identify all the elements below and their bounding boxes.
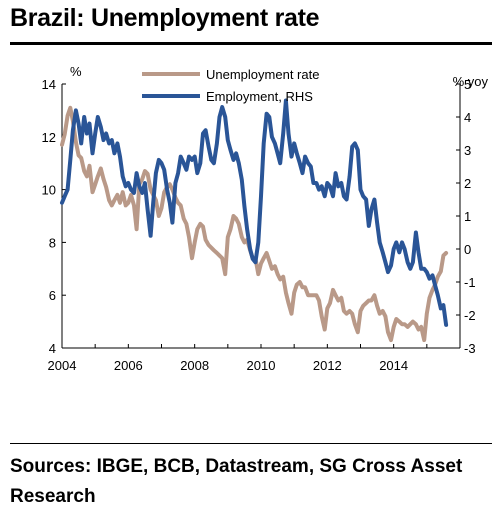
x-tick-label: 2006: [114, 358, 143, 373]
right-tick-label: 1: [464, 209, 471, 224]
right-tick-label: 5: [464, 77, 471, 92]
right-axis-unit: % yoy: [453, 74, 489, 89]
left-tick-label: 6: [49, 288, 56, 303]
title-rule: [10, 42, 492, 45]
right-tick-label: -1: [464, 275, 476, 290]
left-tick-label: 12: [42, 130, 56, 145]
x-tick-label: 2010: [247, 358, 276, 373]
chart-title: Brazil: Unemployment rate: [10, 4, 320, 32]
x-tick-label: 2004: [48, 358, 77, 373]
x-tick-label: 2008: [180, 358, 209, 373]
left-tick-label: 4: [49, 341, 56, 356]
left-tick-label: 8: [49, 235, 56, 250]
chart-series: [60, 98, 449, 343]
legend-label: Unemployment rate: [206, 67, 319, 82]
right-tick-label: 2: [464, 176, 471, 191]
right-tick-label: 0: [464, 242, 471, 257]
chart-legend: Unemployment rate Employment, RHS: [142, 67, 319, 104]
unemployment-series-line: [60, 105, 449, 343]
left-axis-unit: %: [70, 64, 82, 79]
employment-series-line: [60, 98, 449, 327]
right-tick-label: -2: [464, 308, 476, 323]
x-tick-label: 2014: [379, 358, 408, 373]
footer-rule: [10, 443, 492, 444]
right-tick-label: 3: [464, 143, 471, 158]
source-note: Sources: IBGE, BCB, Datastream, SG Cross…: [10, 456, 463, 507]
right-tick-label: 4: [464, 110, 471, 125]
right-tick-label: -3: [464, 341, 476, 356]
legend-label: Employment, RHS: [206, 89, 313, 104]
x-tick-label: 2012: [313, 358, 342, 373]
left-tick-label: 14: [42, 77, 56, 92]
left-tick-label: 10: [42, 183, 56, 198]
